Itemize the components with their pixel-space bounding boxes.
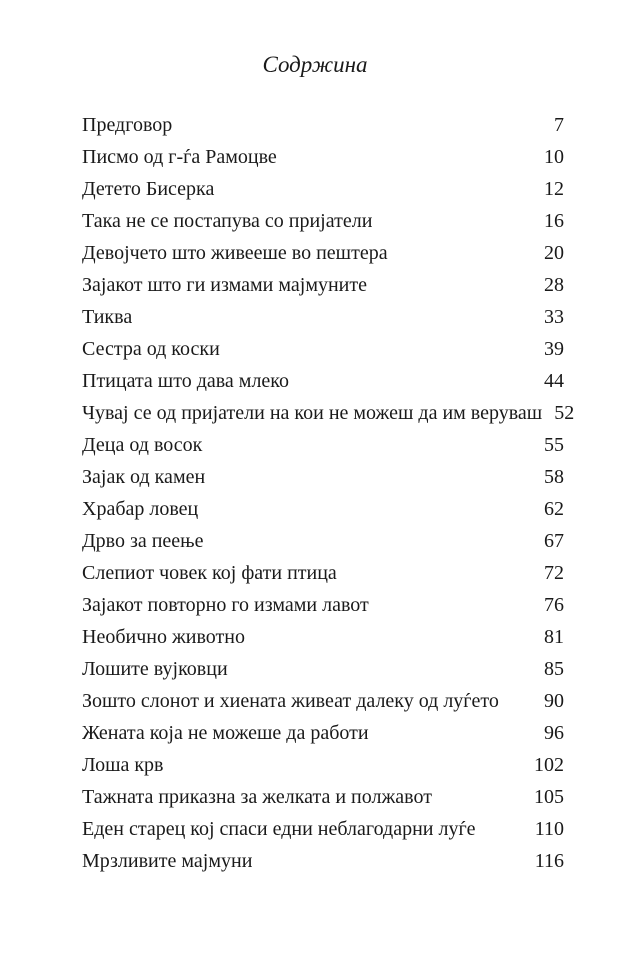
toc-entry: Зошто слонот и хиената живеат далеку од … [82,685,564,717]
toc-entry-title: Сестра од коски [82,338,220,360]
toc-entry-title: Лоша крв [82,754,164,776]
toc-entry-page-number: 16 [544,210,564,232]
page-title: Содржина [262,52,368,77]
toc-entry: Еден старец кој спаси едни неблагодарни … [82,813,564,845]
toc-entry-page-number: 55 [544,434,564,456]
toc-entry-title: Деца од восок [82,434,203,456]
toc-entry: Сестра од коски 39 [82,333,564,365]
toc-entry-page-number: 10 [544,146,564,168]
toc-entry: Тиква 33 [82,301,564,333]
toc-entry: Зајакот што ги измами мајмуните 28 [82,269,564,301]
toc-entry-title: Писмо од г-ѓа Рамоцве [82,146,277,168]
toc-entry-title: Храбар ловец [82,498,199,520]
toc-entry: Лоша крв 102 [82,749,564,781]
toc-entry: Необично животно 81 [82,621,564,653]
toc-entry-page-number: 76 [544,594,564,616]
toc-entry-page-number: 85 [544,658,564,680]
toc-entry: Чувај се од пријатели на кои не можеш да… [82,397,574,429]
toc-entry-page-number: 102 [534,754,564,776]
toc-entry-title: Дрво за пеење [82,530,204,552]
toc-entry-title: Еден старец кој спаси едни неблагодарни … [82,818,476,840]
toc-entry-page-number: 96 [544,722,564,744]
toc-entry: Зајакот повторно го измами лавот 76 [82,589,564,621]
toc-entry: Предговор 7 [82,109,564,141]
toc-entry-page-number: 90 [544,690,564,712]
toc-entry-title: Тиква [82,306,133,328]
toc-entry-page-number: 62 [544,498,564,520]
toc-entry-page-number: 72 [544,562,564,584]
toc-entry: Мрзливите мајмуни 116 [82,845,564,877]
toc-entry-page-number: 7 [554,114,564,136]
toc-entry-page-number: 33 [544,306,564,328]
toc-entry-title: Слепиот човек кој фати птица [82,562,337,584]
toc-entry-page-number: 52 [554,402,575,424]
toc-entry: Писмо од г-ѓа Рамоцве 10 [82,141,564,173]
toc-entry: Тажната приказна за желката и полжавот 1… [82,781,564,813]
toc-entry: Детето Бисерка 12 [82,173,564,205]
toc-entry-page-number: 116 [534,850,564,872]
toc-entry-title: Лошите вујковци [82,658,228,680]
toc-entry: Зајак од камен 58 [82,461,564,493]
toc-entry-page-number: 12 [544,178,564,200]
toc-entry-page-number: 58 [544,466,564,488]
toc-entry: Птицата што дава млеко 44 [82,365,564,397]
toc-entry: Така не се постапува со пријатели 16 [82,205,564,237]
toc-entry-title: Необично животно [82,626,245,648]
toc-entry-page-number: 39 [544,338,564,360]
toc-entry-title: Зајакот повторно го измами лавот [82,594,369,616]
toc-entry-title: Зајакот што ги измами мајмуните [82,274,367,296]
toc-entry: Деца од восок 55 [82,429,564,461]
toc-entry-title: Предговор [82,114,173,136]
toc-list: Предговор 7 Писмо од г-ѓа Рамоцве 10 Дет… [82,109,574,877]
toc-entry-title: Жената која не можеше да работи [82,722,369,744]
toc-entry-title: Тажната приказна за желката и полжавот [82,786,432,808]
toc-entry: Храбар ловец 62 [82,493,564,525]
toc-entry-page-number: 20 [544,242,564,264]
toc-entry-title: Мрзливите мајмуни [82,850,253,872]
toc-entry-page-number: 44 [544,370,564,392]
toc-entry: Слепиот човек кој фати птица 72 [82,557,564,589]
toc-entry-title: Чувај се од пријатели на кои не можеш да… [82,402,543,424]
toc-entry-page-number: 28 [544,274,564,296]
toc-entry: Лошите вујковци 85 [82,653,564,685]
toc-entry-title: Така не се постапува со пријатели [82,210,373,232]
toc-entry: Жената која не можеше да работи 96 [82,717,564,749]
toc-entry: Девојчето што живееше во пештера 20 [82,237,564,269]
toc-entry-page-number: 81 [544,626,564,648]
toc-entry-title: Детето Бисерка [82,178,215,200]
toc-entry-title: Зајак од камен [82,466,206,488]
toc-entry-title: Птицата што дава млеко [82,370,290,392]
toc-entry-page-number: 105 [534,786,564,808]
toc-entry-title: Зошто слонот и хиената живеат далеку од … [82,690,499,712]
toc-entry-title: Девојчето што живееше во пештера [82,242,388,264]
toc-entry: Дрво за пеење 67 [82,525,564,557]
toc-entry-page-number: 110 [534,818,564,840]
toc-entry-page-number: 67 [544,530,564,552]
